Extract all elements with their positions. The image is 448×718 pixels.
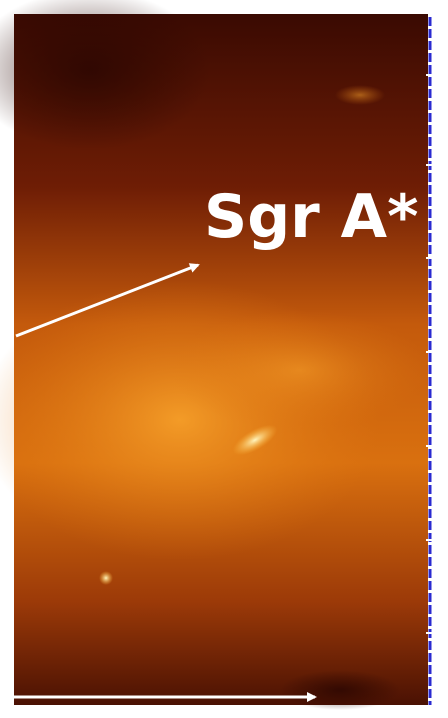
filament [335, 85, 385, 105]
page: Sgr A* (() => { const data = JSON.parse(… [0, 0, 448, 718]
bright-region [170, 310, 430, 430]
bright-spot [99, 571, 113, 585]
sky-image: Sgr A* [0, 0, 448, 718]
dark-region [280, 670, 400, 710]
label: Sgr A* [204, 182, 418, 252]
